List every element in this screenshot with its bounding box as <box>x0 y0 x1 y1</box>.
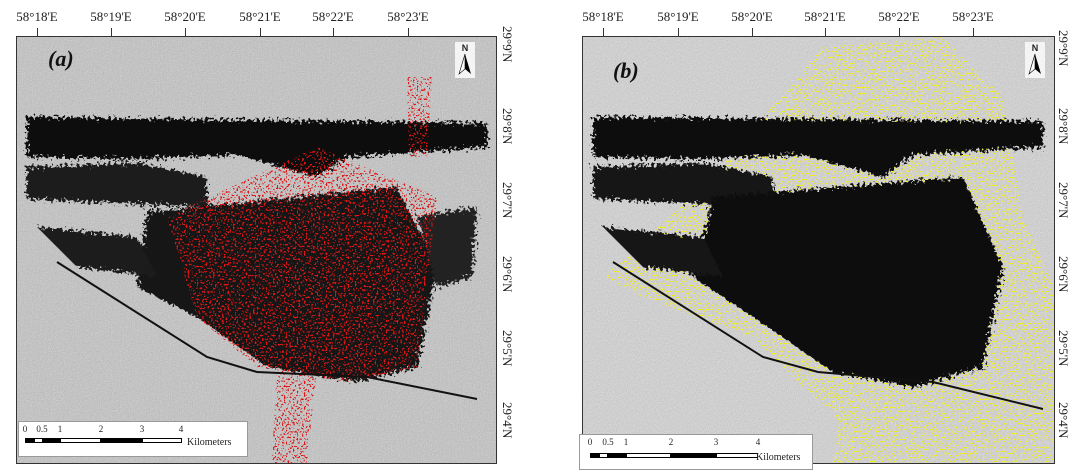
longitude-label: 58°20'E <box>164 9 206 24</box>
longitude-label: 58°21'E <box>804 9 846 24</box>
map-panel-a: 58°18'E 58°19'E 58°20'E 58°21'E 58°22'E … <box>0 0 520 473</box>
north-arrow-icon: N <box>455 42 475 78</box>
scale-tick-label: 1 <box>57 424 63 434</box>
grid-tick <box>185 28 186 36</box>
north-label: N <box>1031 43 1039 53</box>
longitude-label: 58°19'E <box>90 9 132 24</box>
scale-bar: 0 0.5 1 2 3 4 Kilometers <box>579 434 813 470</box>
longitude-label: 58°21'E <box>239 9 281 24</box>
panel-label: (a) <box>48 46 74 71</box>
sar-background <box>17 37 496 463</box>
scale-unit: Kilometers <box>756 452 801 463</box>
grid-tick <box>260 28 261 36</box>
latitude-label: 29°7'N <box>1056 182 1071 219</box>
grid-tick <box>899 28 900 36</box>
latitude-label: 29°6'N <box>1056 256 1071 293</box>
north-arrow-icon: N <box>1025 42 1045 78</box>
panel-label: (b) <box>613 58 639 83</box>
latitude-label: 29°5'N <box>1056 330 1071 367</box>
latitude-label: 29°4'N <box>500 402 515 439</box>
scale-tick-label: 0.5 <box>602 437 614 447</box>
latitude-label: 29°8'N <box>500 108 515 145</box>
grid-tick <box>111 28 112 36</box>
scale-tick-label: 3 <box>713 437 719 447</box>
latitude-label: 29°7'N <box>500 182 515 219</box>
map-image-a <box>16 36 497 464</box>
longitude-label: 58°23'E <box>952 9 994 24</box>
grid-tick <box>752 28 753 36</box>
scale-tick-label: 4 <box>755 437 761 447</box>
longitude-label: 58°22'E <box>878 9 920 24</box>
longitude-label: 58°20'E <box>731 9 773 24</box>
scale-tick-label: 3 <box>139 424 145 434</box>
north-label: N <box>461 43 469 53</box>
longitude-label: 58°18'E <box>582 9 624 24</box>
grid-tick <box>678 28 679 36</box>
latitude-label: 29°4'N <box>1056 402 1071 439</box>
latitude-label: 29°8'N <box>1056 108 1071 145</box>
scale-unit: Kilometers <box>187 437 232 448</box>
grid-tick <box>973 28 974 36</box>
scale-tick-label: 1 <box>623 437 629 447</box>
latitude-label: 29°9'N <box>500 26 515 63</box>
scale-tick-label: 0.5 <box>36 424 48 434</box>
scale-bar: 0 0.5 1 2 3 4 Kilometers <box>18 421 248 457</box>
scale-tick-label: 2 <box>98 424 104 434</box>
map-panel-b: 58°18'E 58°19'E 58°20'E 58°21'E 58°22'E … <box>565 0 1073 473</box>
scale-tick-label: 2 <box>668 437 674 447</box>
grid-tick <box>37 28 38 36</box>
grid-tick <box>408 28 409 36</box>
longitude-label: 58°19'E <box>657 9 699 24</box>
sar-background <box>583 37 1054 463</box>
latitude-label: 29°5'N <box>500 330 515 367</box>
scale-tick-label: 4 <box>178 424 184 434</box>
grid-tick <box>825 28 826 36</box>
scale-tick-label: 0 <box>22 424 28 434</box>
longitude-label: 58°18'E <box>16 9 58 24</box>
latitude-label: 29°6'N <box>500 256 515 293</box>
grid-tick <box>333 28 334 36</box>
scale-tick-label: 0 <box>587 437 593 447</box>
map-image-b <box>582 36 1055 464</box>
longitude-label: 58°22'E <box>312 9 354 24</box>
latitude-label: 29°9'N <box>1056 30 1071 67</box>
longitude-label: 58°23'E <box>387 9 429 24</box>
grid-tick <box>603 28 604 36</box>
